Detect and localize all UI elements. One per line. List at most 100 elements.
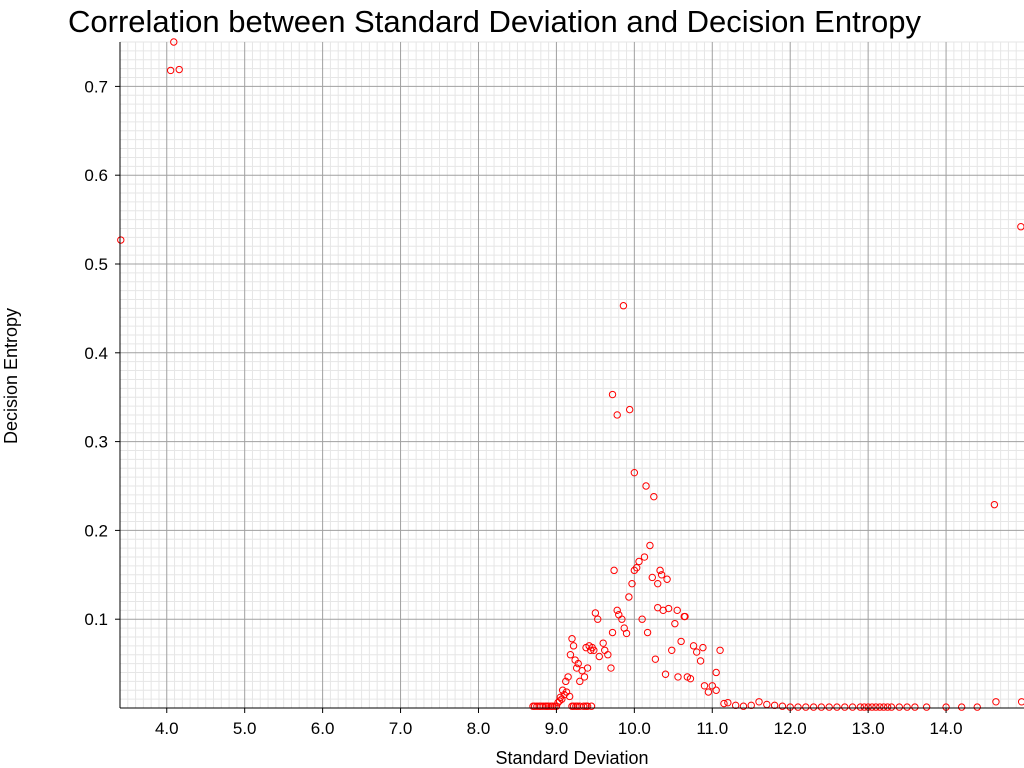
data-point <box>583 702 592 710</box>
data-point <box>663 575 671 583</box>
data-point <box>610 566 618 575</box>
data-point <box>619 302 628 310</box>
data-point <box>595 652 603 661</box>
data-point <box>630 468 639 477</box>
data-point <box>166 66 175 75</box>
data-point <box>860 703 868 711</box>
chart-title: Correlation between Standard Deviation a… <box>68 4 921 39</box>
data-point <box>856 703 865 711</box>
x-tick-label: 6.0 <box>311 719 335 738</box>
data-point <box>699 643 707 652</box>
data-point <box>671 619 679 628</box>
data-point <box>608 390 617 399</box>
data-point <box>650 492 658 501</box>
data-point <box>686 674 695 683</box>
data-point <box>770 701 779 710</box>
data-point <box>590 646 598 654</box>
data-point <box>973 703 981 711</box>
x-axis-label: Standard Deviation <box>495 748 648 768</box>
y-tick-label: 0.2 <box>84 521 108 540</box>
data-point <box>1017 223 1024 231</box>
data-point <box>990 500 999 509</box>
data-point <box>117 236 125 244</box>
data-point <box>625 593 633 601</box>
data-point <box>674 673 682 681</box>
data-point <box>903 703 911 711</box>
data-point <box>576 677 584 686</box>
x-tick-label: 4.0 <box>155 719 179 738</box>
data-point <box>712 686 720 694</box>
data-point <box>635 557 643 566</box>
data-point <box>170 38 178 46</box>
y-tick-label: 0.7 <box>84 77 108 96</box>
data-point <box>696 657 705 665</box>
data-point <box>833 703 841 711</box>
data-point <box>569 642 578 650</box>
x-tick-labels: 4.0 5.0 6.0 7.0 8.0 9.0 10.0 11.0 12.0 13.0 14.0 <box>155 708 963 738</box>
data-point <box>594 615 602 623</box>
data-point <box>992 698 1000 706</box>
data-point <box>583 664 592 672</box>
data-point <box>628 579 636 588</box>
data-point <box>677 637 685 646</box>
data-point <box>755 698 763 706</box>
data-point <box>566 651 575 659</box>
data-point <box>613 411 621 419</box>
data-point <box>555 697 564 705</box>
x-tick-label: 10.0 <box>618 719 651 738</box>
data-point <box>883 703 892 711</box>
data-point <box>681 612 689 621</box>
x-tick-label: 9.0 <box>545 719 569 738</box>
data-point <box>1017 698 1024 706</box>
data-point <box>632 563 641 572</box>
data-point <box>608 628 617 637</box>
data-point <box>668 646 676 654</box>
data-point <box>579 702 588 710</box>
data-point <box>564 673 572 681</box>
data-point <box>825 703 833 711</box>
data-point <box>848 703 857 711</box>
data-point <box>548 702 557 710</box>
data-point <box>604 651 612 659</box>
data-point <box>794 703 802 711</box>
y-tick-label: 0.4 <box>84 344 108 363</box>
data-point <box>802 703 810 711</box>
data-point <box>720 699 728 708</box>
data-point <box>724 698 732 707</box>
y-tick-label: 0.5 <box>84 255 108 274</box>
data-point <box>175 65 183 74</box>
data-point <box>646 541 654 550</box>
data-point <box>580 673 589 681</box>
data-point <box>712 668 720 677</box>
data-point <box>625 405 634 414</box>
data-point <box>689 642 698 650</box>
y-tick-label: 0.3 <box>84 433 108 452</box>
y-tick-label: 0.6 <box>84 166 108 185</box>
data-point <box>895 703 904 711</box>
y-axis-label: Decision Entropy <box>1 308 21 444</box>
data-point <box>739 702 748 710</box>
data-point <box>587 702 596 710</box>
data-point <box>654 579 662 588</box>
data-point <box>648 573 656 582</box>
data-point <box>591 609 600 617</box>
data-point <box>692 648 701 656</box>
data-point <box>922 703 931 711</box>
data-point <box>880 703 888 711</box>
x-tick-label: 11.0 <box>696 719 728 738</box>
data-point <box>872 703 880 711</box>
data-point <box>558 686 567 694</box>
data-point <box>887 703 896 711</box>
data-point <box>599 639 607 647</box>
data-point <box>817 703 826 711</box>
data-point <box>607 664 615 672</box>
x-tick-label: 5.0 <box>233 719 257 738</box>
data-point <box>716 646 724 654</box>
data-point <box>673 606 681 615</box>
data-point <box>562 677 570 686</box>
data-point <box>664 604 673 613</box>
data-point <box>642 482 650 490</box>
data-point <box>876 703 884 711</box>
data-point <box>911 703 919 711</box>
data-point <box>657 571 666 579</box>
